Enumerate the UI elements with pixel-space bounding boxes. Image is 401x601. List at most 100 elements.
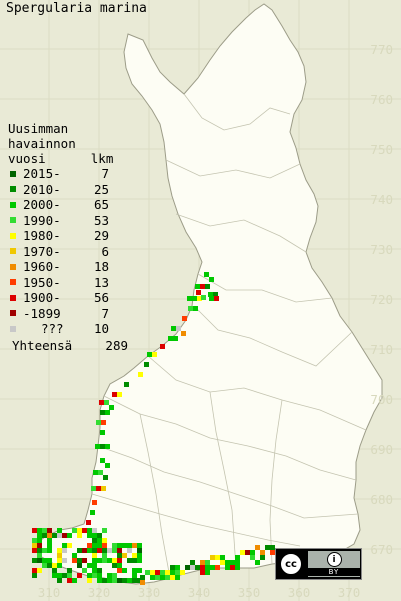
legend-row: 1900- 56 [8, 290, 128, 306]
occurrence-square [209, 277, 214, 282]
y-axis-label: 730 [370, 242, 393, 257]
occurrence-square [185, 565, 190, 570]
occurrence-square [182, 316, 187, 321]
legend-total: Yhteensä 289 [8, 338, 128, 353]
occurrence-square [96, 486, 101, 491]
occurrence-square [87, 573, 92, 578]
occurrence-square [77, 533, 82, 538]
occurrence-square [112, 548, 117, 553]
occurrence-square [100, 444, 105, 449]
legend-row: ??? 10 [8, 321, 128, 337]
legend-swatch [10, 171, 16, 177]
occurrence-square [92, 558, 97, 563]
occurrence-square [225, 565, 230, 570]
occurrence-square [42, 528, 47, 533]
occurrence-square [47, 558, 52, 563]
legend-swatch [10, 264, 16, 270]
occurrence-square [209, 296, 214, 301]
occurrence-square [82, 558, 87, 563]
legend-label: 1900- [23, 290, 85, 305]
occurrence-square [112, 558, 117, 563]
occurrence-square [193, 306, 198, 311]
y-axis-label: 740 [370, 192, 393, 207]
legend-label: 1990- [23, 213, 85, 228]
occurrence-square [57, 533, 62, 538]
legend-header-3: vuosi lkm [8, 151, 128, 166]
occurrence-square [97, 573, 102, 578]
legend-count: 6 [85, 244, 109, 259]
occurrence-square [124, 382, 129, 387]
occurrence-square [170, 565, 175, 570]
occurrence-square [57, 528, 62, 533]
legend-swatch [10, 310, 16, 316]
occurrence-square [132, 543, 137, 548]
occurrence-square [102, 578, 107, 583]
occurrence-square [62, 543, 67, 548]
occurrence-square [100, 430, 105, 435]
occurrence-square [250, 555, 255, 560]
occurrence-square [37, 558, 42, 563]
occurrence-square [87, 548, 92, 553]
occurrence-square [117, 568, 122, 573]
by-label: BY [308, 568, 360, 576]
occurrence-square [173, 336, 178, 341]
occurrence-square [92, 538, 97, 543]
legend-row: -1899 7 [8, 306, 128, 322]
occurrence-square [72, 578, 77, 583]
occurrence-square [205, 560, 210, 565]
occurrence-square [127, 548, 132, 553]
cc-icon: cc [279, 552, 303, 576]
legend-swatch [10, 248, 16, 254]
legend-count: 25 [85, 182, 109, 197]
occurrence-square [82, 528, 87, 533]
occurrence-square [107, 578, 112, 583]
occurrence-square [100, 410, 105, 415]
y-axis-label: 700 [370, 392, 393, 407]
occurrence-square [122, 543, 127, 548]
occurrence-square [97, 538, 102, 543]
occurrence-square [235, 565, 240, 570]
occurrence-square [37, 528, 42, 533]
cc-by-license-badge[interactable]: cc i BY [275, 548, 362, 580]
occurrence-square [132, 578, 137, 583]
occurrence-square [200, 565, 205, 570]
occurrence-square [150, 570, 155, 575]
occurrence-square [105, 444, 110, 449]
occurrence-square [82, 568, 87, 573]
occurrence-square [47, 528, 52, 533]
occurrence-square [52, 533, 57, 538]
occurrence-square [180, 570, 185, 575]
legend-header-2: havainnon [8, 136, 128, 151]
occurrence-square [87, 543, 92, 548]
occurrence-square [112, 578, 117, 583]
legend-swatch [10, 279, 16, 285]
occurrence-square [152, 352, 157, 357]
occurrence-square [87, 578, 92, 583]
x-axis-label: 350 [238, 585, 261, 600]
legend-row: 2000- 65 [8, 197, 128, 213]
occurrence-square [160, 575, 165, 580]
occurrence-square [107, 558, 112, 563]
y-axis-label: 760 [370, 92, 393, 107]
occurrence-square [47, 533, 52, 538]
occurrence-square [255, 545, 260, 550]
occurrence-square [87, 563, 92, 568]
occurrence-square [170, 570, 175, 575]
occurrence-square [57, 573, 62, 578]
occurrence-square [200, 560, 205, 565]
occurrence-square [127, 578, 132, 583]
x-axis-label: 370 [338, 585, 361, 600]
occurrence-square [42, 548, 47, 553]
occurrence-square [132, 568, 137, 573]
y-axis-label: 770 [370, 42, 393, 57]
occurrence-square [140, 575, 145, 580]
legend-label: 1960- [23, 259, 85, 274]
legend-count: 65 [85, 197, 109, 212]
legend-row: 1990- 53 [8, 213, 128, 229]
occurrence-square [95, 444, 100, 449]
occurrence-square [137, 568, 142, 573]
occurrence-square [77, 573, 82, 578]
occurrence-square [168, 336, 173, 341]
occurrence-square [103, 475, 108, 480]
occurrence-square [92, 500, 97, 505]
